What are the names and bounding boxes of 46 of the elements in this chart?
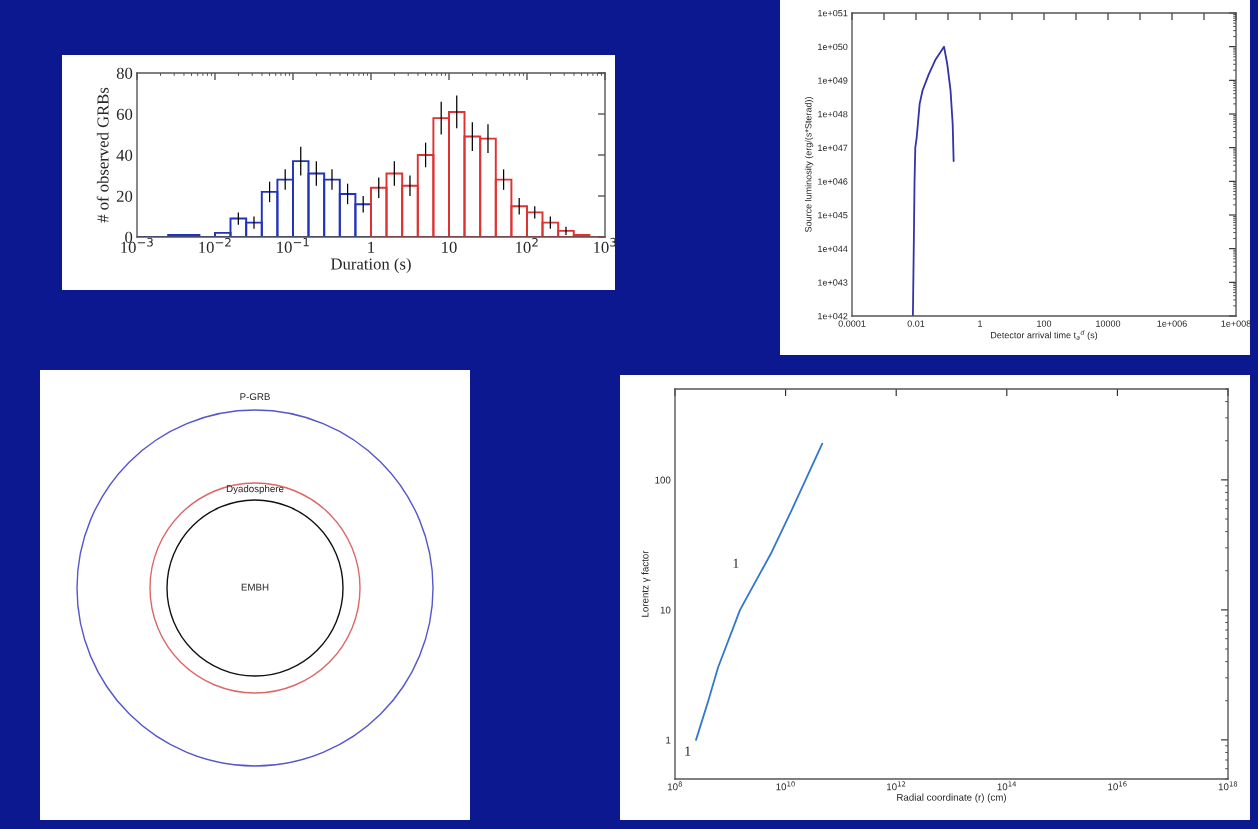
annotation: 1 bbox=[733, 558, 739, 568]
x-tick-label: 0.01 bbox=[907, 320, 925, 327]
x-axis-title: Radial coordinate (r) (cm) bbox=[897, 793, 1007, 803]
y-tick-label: 1e+045 bbox=[818, 211, 848, 219]
y-axis-title: Source luminosity (erg/(s*Sterad)) bbox=[804, 97, 814, 233]
y-axis-title: Lorentz γ factor bbox=[641, 550, 651, 617]
y-tick-label: 1e+051 bbox=[818, 9, 848, 17]
x-tick-label: 10 bbox=[442, 241, 457, 253]
text: P-GRB bbox=[240, 393, 270, 401]
annotation: 1 bbox=[685, 746, 691, 756]
x-tick-label: 10000 bbox=[1096, 320, 1121, 327]
x-axis-title: Duration (s) bbox=[330, 257, 411, 273]
x-tick-label: 1e+006 bbox=[1157, 320, 1187, 327]
y-tick-label: 1 bbox=[666, 736, 671, 744]
x-tick-label: 10$^{8}$ bbox=[667, 781, 682, 791]
y-tick-label: 80 bbox=[116, 67, 133, 79]
x-tick-label: 10$^{10}$ bbox=[776, 781, 795, 791]
y-tick-label: 1e+043 bbox=[818, 279, 848, 286]
x-tick-label: 1 bbox=[368, 241, 375, 253]
x-tick-label: 100 bbox=[1037, 320, 1052, 327]
x-tick-label: 10$^{16}$ bbox=[1108, 781, 1127, 791]
x-axis-title: Detector arrival time t$_{a}$$^{d}$ (s) bbox=[991, 329, 1098, 341]
x-tick-label: 10$^{14}$ bbox=[997, 781, 1017, 791]
y-tick-label: 20 bbox=[116, 190, 133, 202]
x-tick-label: 10$^{12}$ bbox=[887, 781, 906, 791]
y-tick-label: 40 bbox=[116, 149, 133, 161]
y-tick-label: 100 bbox=[655, 476, 671, 484]
x-tick-label: 0.0001 bbox=[838, 320, 866, 327]
y-tick-label: 1e+049 bbox=[818, 77, 848, 84]
y-tick-label: 10 bbox=[660, 606, 671, 614]
x-tick-label: 10$^{2}$ bbox=[516, 237, 538, 253]
y-axis-title: # of observed GRBs bbox=[96, 87, 109, 223]
y-tick-label: 1e+044 bbox=[818, 245, 848, 253]
y-tick-label: 1e+048 bbox=[818, 110, 848, 118]
y-tick-label: 1e+047 bbox=[818, 144, 848, 152]
y-tick-label: 0 bbox=[125, 231, 133, 243]
y-tick-label: 1e+050 bbox=[818, 43, 848, 51]
y-tick-label: 60 bbox=[116, 108, 133, 120]
x-tick-label: 10$^{18}$ bbox=[1218, 781, 1238, 791]
y-tick-label: 1e+042 bbox=[818, 312, 848, 320]
x-tick-label: 10$^{−2}$ bbox=[199, 237, 231, 253]
text: EMBH bbox=[241, 583, 269, 591]
x-tick-label: 10$^{−1}$ bbox=[277, 237, 309, 253]
y-tick-label: 1e+046 bbox=[818, 178, 848, 185]
x-tick-label: 1 bbox=[978, 320, 983, 327]
text: Dyadosphere bbox=[226, 485, 284, 495]
